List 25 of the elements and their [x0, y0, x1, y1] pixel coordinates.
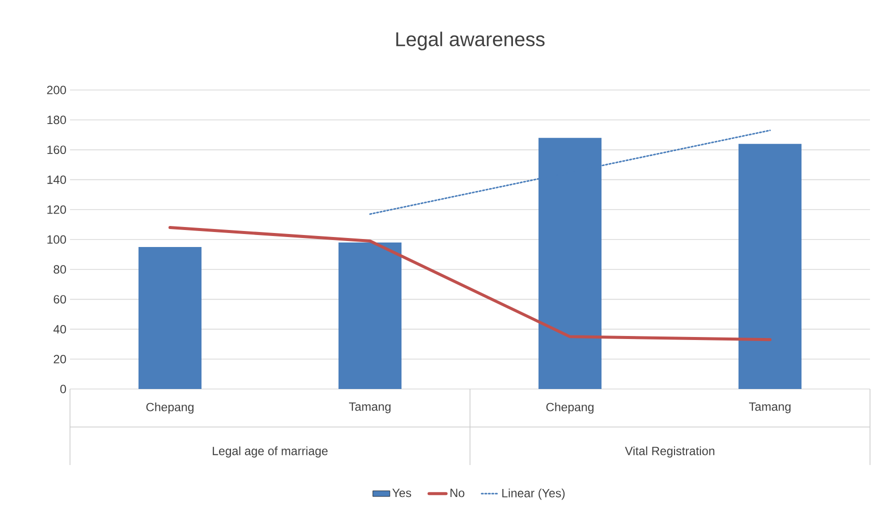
- y-tick-label: 140: [47, 175, 66, 184]
- y-tick-label: 160: [47, 146, 66, 154]
- y-tick-label: 200: [47, 86, 66, 94]
- y-tick-label: 20: [54, 354, 66, 364]
- legend-label: Linear (Yes): [502, 488, 565, 500]
- text: Vital Registration: [624, 446, 714, 458]
- legend-label: Yes: [392, 488, 412, 498]
- y-tick-label: 120: [47, 205, 66, 214]
- bar: [738, 144, 802, 389]
- y-tick-label: 0: [60, 384, 66, 394]
- bar: [338, 242, 402, 389]
- x-tick-label: Tamang: [749, 402, 791, 414]
- x-tick-label: Tamang: [349, 402, 390, 414]
- bar: [138, 246, 202, 389]
- x-tick-label: Chepang: [546, 402, 594, 414]
- y-tick-label: 100: [47, 235, 66, 244]
- x-tick-label: Chepang: [146, 402, 194, 414]
- text: Legal age of marriage: [212, 446, 328, 458]
- line-series: [168, 226, 772, 342]
- y-tick-label: 40: [53, 324, 66, 334]
- legend-label: No: [450, 488, 464, 498]
- y-tick-label: 80: [54, 265, 66, 274]
- chart-title: Legal awareness: [396, 32, 545, 50]
- y-tick-label: 60: [54, 295, 66, 304]
- y-tick-label: 180: [47, 116, 66, 124]
